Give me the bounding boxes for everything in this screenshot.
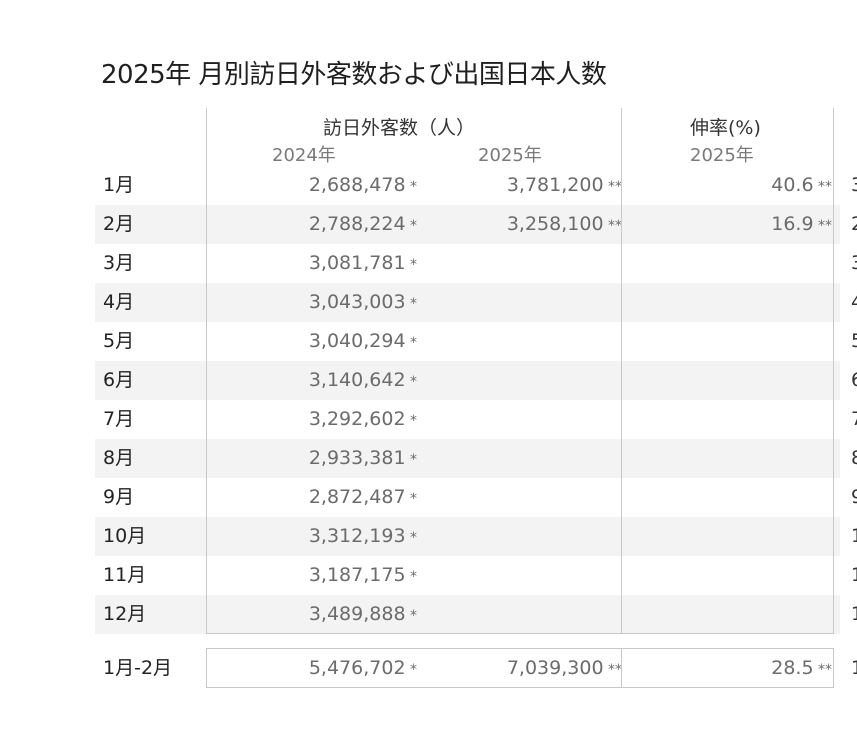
total-row: 1月-2月 5,476,702 * 7,039,300 ** 28.5 ** 1 — [95, 649, 857, 688]
total-divider-rate — [833, 648, 834, 688]
cut-off-value: 3 — [851, 244, 857, 283]
growth-rate-column-header: 伸率(%) — [690, 117, 761, 139]
footnote-mark: * — [405, 374, 417, 390]
value-2024-cell: 3,292,602 * — [308, 408, 417, 430]
footnote-mark: * — [405, 569, 417, 585]
footnote-mark: * — [405, 452, 417, 468]
value-2024-cell: 5,476,702 * — [308, 657, 417, 679]
cut-off-value: 2 — [851, 205, 857, 244]
footnote-mark: * — [405, 662, 417, 678]
cut-off-value: 3 — [851, 166, 857, 205]
table-row: 7月 3,292,602 * 7 — [95, 400, 857, 439]
value-2024-cell: 2,688,478 * — [308, 174, 417, 196]
column-divider-rate — [833, 108, 834, 634]
month-label: 1月 — [103, 174, 135, 196]
cut-off-value: 1 — [851, 649, 857, 688]
value-2024-cell: 3,043,003 * — [308, 291, 417, 313]
value-2024-cell: 3,489,888 * — [308, 603, 417, 625]
month-label: 5月 — [103, 330, 135, 352]
footnote-mark: ** — [813, 218, 832, 234]
footnote-mark: ** — [813, 179, 832, 195]
table-row: 12月 3,489,888 * 1 — [95, 595, 857, 634]
year-2024-subheader: 2024年 — [272, 145, 336, 166]
month-label: 6月 — [103, 369, 135, 391]
cut-off-value: 1 — [851, 517, 857, 556]
footnote-mark: * — [405, 257, 417, 273]
month-label: 1月-2月 — [103, 657, 173, 679]
month-label: 7月 — [103, 408, 135, 430]
rate-year-subheader: 2025年 — [690, 145, 754, 166]
cut-off-value: 5 — [851, 322, 857, 361]
month-label: 9月 — [103, 486, 135, 508]
table-row: 6月 3,140,642 * 6 — [95, 361, 857, 400]
footnote-mark: * — [405, 179, 417, 195]
value-2024-cell: 2,933,381 * — [308, 447, 417, 469]
cut-off-value: 4 — [851, 283, 857, 322]
month-label: 11月 — [103, 564, 147, 586]
table-row: 2月 2,788,224 * 3,258,100 ** 16.9 ** 2 — [95, 205, 857, 244]
month-label: 2月 — [103, 213, 135, 235]
total-top-border — [206, 648, 834, 649]
table-title: 2025年 月別訪日外客数および出国日本人数 — [101, 60, 607, 90]
value-2024-cell: 3,187,175 * — [308, 564, 417, 586]
footnote-mark: * — [405, 218, 417, 234]
year-2025-subheader: 2025年 — [478, 145, 542, 166]
table-row: 10月 3,312,193 * 1 — [95, 517, 857, 556]
footnote-mark: * — [405, 335, 417, 351]
growth-rate-cell: 40.6 ** — [771, 174, 832, 196]
total-divider-month — [206, 648, 207, 688]
footnote-mark: * — [405, 296, 417, 312]
column-divider-visitors — [621, 108, 622, 634]
growth-rate-cell: 16.9 ** — [771, 213, 832, 235]
table-row: 8月 2,933,381 * 8 — [95, 439, 857, 478]
cut-off-value: 1 — [851, 556, 857, 595]
table-row: 1月 2,688,478 * 3,781,200 ** 40.6 ** 3 — [95, 166, 857, 205]
month-label: 10月 — [103, 525, 147, 547]
table-row: 11月 3,187,175 * 1 — [95, 556, 857, 595]
footnote-mark: * — [405, 530, 417, 546]
cut-off-value: 9 — [851, 478, 857, 517]
value-2024-cell: 3,081,781 * — [308, 252, 417, 274]
footnote-mark: * — [405, 608, 417, 624]
footnote-mark: ** — [603, 218, 622, 234]
footnote-mark: * — [405, 491, 417, 507]
value-2025-cell: 7,039,300 ** — [506, 657, 622, 679]
table-row: 9月 2,872,487 * 9 — [95, 478, 857, 517]
table-row: 3月 3,081,781 * 3 — [95, 244, 857, 283]
cut-off-value: 7 — [851, 400, 857, 439]
visitors-column-header: 訪日外客数（人） — [323, 117, 476, 139]
body-bottom-border — [206, 633, 834, 634]
cut-off-value: 1 — [851, 595, 857, 634]
footnote-mark: ** — [603, 662, 622, 678]
growth-rate-cell: 28.5 ** — [771, 657, 832, 679]
total-divider-visitors — [621, 648, 622, 688]
value-2024-cell: 2,872,487 * — [308, 486, 417, 508]
month-label: 12月 — [103, 603, 147, 625]
value-2024-cell: 2,788,224 * — [308, 213, 417, 235]
column-divider-month — [206, 108, 207, 634]
value-2024-cell: 3,312,193 * — [308, 525, 417, 547]
footnote-mark: ** — [813, 662, 832, 678]
value-2024-cell: 3,140,642 * — [308, 369, 417, 391]
total-bottom-border — [206, 687, 834, 688]
value-2025-cell: 3,258,100 ** — [506, 213, 622, 235]
month-label: 8月 — [103, 447, 135, 469]
table-row: 5月 3,040,294 * 5 — [95, 322, 857, 361]
value-2024-cell: 3,040,294 * — [308, 330, 417, 352]
value-2025-cell: 3,781,200 ** — [506, 174, 622, 196]
month-label: 4月 — [103, 291, 135, 313]
cut-off-value: 6 — [851, 361, 857, 400]
footnote-mark: * — [405, 413, 417, 429]
table-row: 4月 3,043,003 * 4 — [95, 283, 857, 322]
footnote-mark: ** — [603, 179, 622, 195]
cut-off-value: 8 — [851, 439, 857, 478]
month-label: 3月 — [103, 252, 135, 274]
